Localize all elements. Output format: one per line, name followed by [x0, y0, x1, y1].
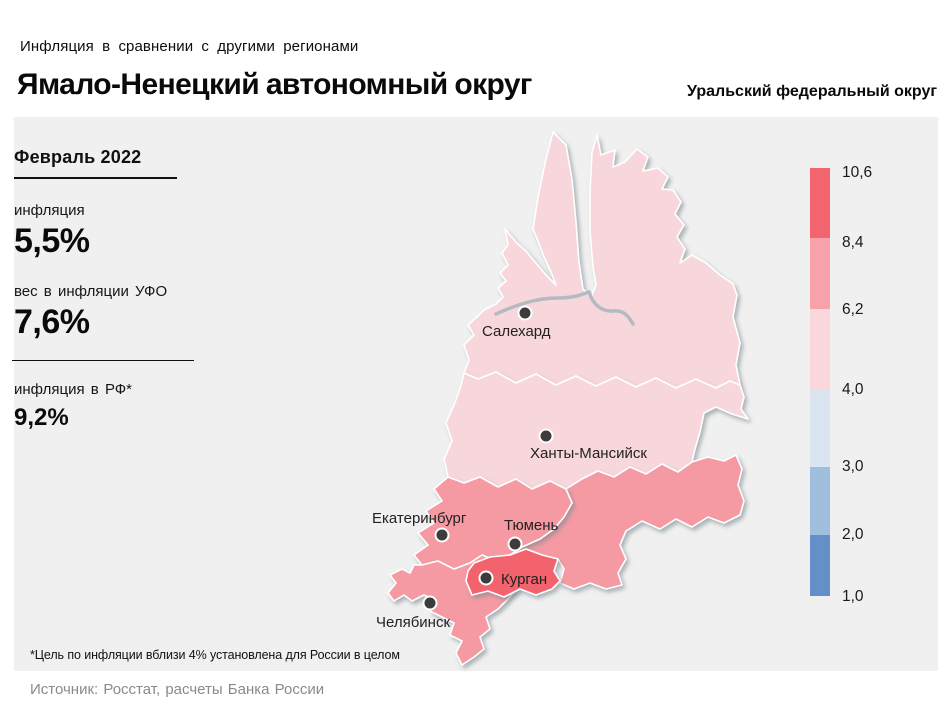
- footnote: *Цель по инфляции вблизи 4% установлена …: [30, 648, 400, 662]
- city-marker-salekhard: Салехард: [482, 305, 551, 340]
- legend-tick-label: 10,6: [842, 164, 873, 181]
- city-dot: [517, 305, 533, 321]
- legend-tick-label: 2,0: [842, 526, 864, 543]
- legend-tick-label: 1,0: [842, 588, 864, 605]
- inflation-label: инфляция: [14, 202, 85, 219]
- city-marker-khanty-mansiysk: Ханты-Мансийск: [530, 428, 647, 462]
- map-panel: Февраль 2022 инфляция 5,5% вес в инфляци…: [12, 117, 938, 671]
- region-map: Салехард Ханты-Мансийск Екатеринбург Тюм…: [370, 117, 800, 671]
- city-label: Тюмень: [504, 517, 559, 534]
- city-marker-tyumen: Тюмень: [504, 517, 559, 552]
- kicker-text: Инфляция в сравнении с другими регионами: [20, 38, 359, 55]
- section-divider: [12, 360, 194, 361]
- legend-tick-label: 6,2: [842, 301, 864, 318]
- city-label: Ханты-Мансийск: [530, 445, 647, 462]
- city-marker-chelyabinsk: Челябинск: [376, 595, 450, 631]
- region-kurgan: [465, 548, 561, 598]
- city-marker-ekaterinburg: Екатеринбург: [372, 510, 467, 543]
- rf-inflation-value: 9,2%: [14, 404, 69, 431]
- legend-segment: [810, 467, 830, 535]
- region-yamalo-nenets: [463, 131, 741, 389]
- city-dot: [507, 536, 523, 552]
- city-dot: [538, 428, 554, 444]
- period-underline: [14, 177, 177, 179]
- city-label: Курган: [501, 571, 547, 588]
- city-dot: [422, 595, 438, 611]
- city-dot: [434, 527, 450, 543]
- city-marker-kurgan: Курган: [478, 570, 547, 588]
- city-label: Салехард: [482, 323, 551, 340]
- rf-inflation-label: инфляция в РФ*: [14, 381, 133, 398]
- legend-tick-label: 4,0: [842, 381, 864, 398]
- city-label: Челябинск: [376, 614, 450, 631]
- source-note: Источник: Росстат, расчеты Банка России: [30, 681, 325, 698]
- district-label: Уральский федеральный округ: [687, 83, 937, 100]
- legend-color-bar: [810, 168, 830, 596]
- city-dot: [478, 570, 494, 586]
- legend-segment: [810, 309, 830, 390]
- legend-segment: [810, 238, 830, 309]
- legend-tick-label: 3,0: [842, 458, 864, 475]
- ob-river: [494, 290, 635, 326]
- weight-label: вес в инфляции УФО: [14, 283, 168, 300]
- weight-value: 7,6%: [14, 303, 90, 341]
- legend-segment: [810, 535, 830, 596]
- legend-segment: [810, 168, 830, 238]
- legend-segment: [810, 390, 830, 467]
- inflation-value: 5,5%: [14, 222, 90, 260]
- legend-tick-label: 8,4: [842, 234, 864, 251]
- city-label: Екатеринбург: [372, 510, 467, 527]
- page-title: Ямало-Ненецкий автономный округ: [17, 68, 532, 101]
- period-label: Февраль 2022: [14, 147, 142, 167]
